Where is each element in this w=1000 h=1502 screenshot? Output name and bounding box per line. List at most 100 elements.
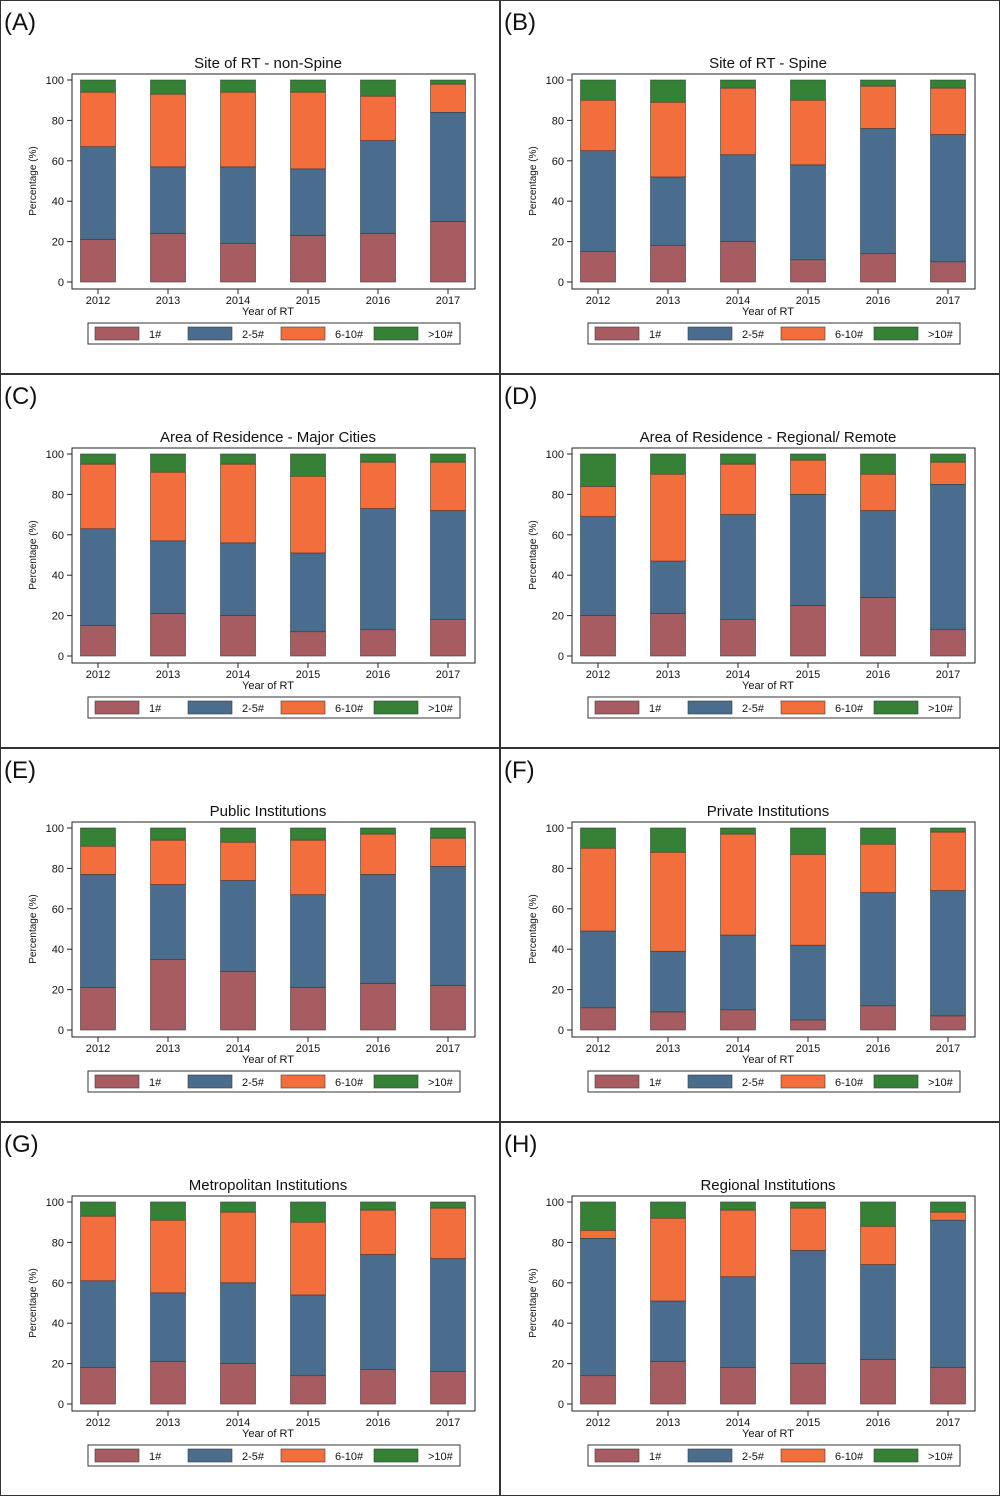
bar-2013-3 [650,1217,686,1302]
legend-label: 2-5# [742,703,765,715]
y-tick-label: 60 [52,1278,64,1290]
bar-2015-3 [790,1207,826,1251]
bar-2016-1 [860,1005,896,1031]
bar-2015-1 [290,235,326,283]
bar-2017-3 [930,1211,966,1221]
x-tick-label: 2017 [436,669,460,681]
bar-2014-1 [720,1009,756,1031]
legend-swatch [594,1448,640,1463]
bar-2014-4 [720,453,756,465]
legend-swatch [280,326,326,341]
panel-label: (H) [504,1131,537,1158]
plot-area [571,821,976,1038]
bar-2015-1 [790,1363,826,1405]
x-tick-label: 2016 [866,1043,890,1055]
bar-2015-1 [790,259,826,283]
legend-swatch [373,1074,419,1089]
y-tick-label: 80 [552,863,564,875]
bar-2015-1 [290,987,326,1031]
legend-swatch [373,700,419,715]
bar-2017-4 [930,453,966,463]
bar-2015-2 [290,894,326,988]
x-tick-label: 2014 [726,1043,750,1055]
bar-2017-2 [430,866,466,986]
bar-2015-3 [790,853,826,946]
plot-area [71,821,476,1038]
bar-2014-1 [720,1367,756,1405]
legend-label: 2-5# [742,329,765,341]
x-tick-label: 2017 [936,295,960,307]
bar-2016-4 [860,1201,896,1227]
x-tick-label: 2016 [866,669,890,681]
legend-label: 6-10# [335,329,364,341]
bar-2013-2 [150,884,186,960]
y-tick-label: 80 [52,489,64,501]
bar-2014-4 [720,1201,756,1211]
bar-2012-4 [580,79,616,101]
bar-2013-2 [650,1300,686,1362]
bar-2014-3 [220,91,256,168]
legend-swatch [687,1448,733,1463]
bar-2013-4 [650,79,686,103]
chart-panel-2: (B) Site of RT - Spine 0 20 40 60 80 100 Percent… [500,0,1000,374]
bar-2014-2 [220,542,256,616]
bar-2017-1 [930,629,966,657]
bar-2015-4 [790,1201,826,1209]
y-axis-label: Percentage (%) [28,1268,39,1337]
bar-2012-1 [80,239,116,283]
x-tick-label: 2013 [656,295,680,307]
x-tick-label: 2015 [796,669,820,681]
legend-swatch [187,326,233,341]
bar-2013-3 [150,471,186,542]
bar-2012-3 [580,847,616,932]
bar-2017-3 [930,87,966,135]
plot-area [71,447,476,664]
y-tick-label: 100 [46,1197,64,1209]
legend-swatch [373,1448,419,1463]
y-tick-label: 60 [552,904,564,916]
bar-2016-2 [860,128,896,255]
plot-area [71,73,476,290]
bar-2012-1 [80,1367,116,1405]
bar-2014-4 [720,79,756,89]
x-tick-label: 2014 [726,669,750,681]
legend-label: 1# [149,329,162,341]
bar-2014-3 [220,463,256,544]
bar-2016-2 [360,140,396,234]
bar-2012-4 [580,827,616,849]
bar-2017-3 [430,837,466,867]
bar-2016-2 [360,874,396,984]
bar-2017-3 [930,461,966,485]
bar-2015-4 [290,453,326,477]
bar-2015-3 [290,91,326,170]
x-axis-label: Year of RT [742,1054,794,1066]
legend-swatch [780,1448,826,1463]
bar-2013-3 [650,473,686,562]
y-axis-label: Percentage (%) [528,894,539,963]
panel-label: (C) [4,383,37,410]
x-tick-label: 2016 [366,295,390,307]
bar-2012-3 [580,99,616,151]
panel-border [0,1122,500,1496]
legend: 1# 2-5# 6-10# >10# [587,1444,961,1467]
bar-2012-3 [80,91,116,147]
bar-2016-4 [360,1201,396,1211]
bar-2012-4 [580,1201,616,1231]
legend-box [87,1444,461,1467]
bar-2016-2 [360,1254,396,1370]
bar-2016-2 [860,892,896,1007]
chart-panel-3: (C) Area of Residence - Major Cities 0 20 40… [0,374,500,748]
y-tick-label: 60 [52,904,64,916]
bar-2017-4 [930,827,966,833]
bar-2015-2 [290,1294,326,1377]
y-tick-label: 40 [552,570,564,582]
chart-title: Private Institutions [707,803,830,820]
legend-box [587,696,961,719]
chart-title: Area of Residence - Major Cities [160,429,376,446]
bar-2017-4 [930,1201,966,1213]
legend-label: 1# [149,703,162,715]
bar-2013-4 [150,453,186,473]
legend-label: >10# [428,703,454,715]
y-tick-label: 100 [46,75,64,87]
bar-2015-2 [790,944,826,1021]
